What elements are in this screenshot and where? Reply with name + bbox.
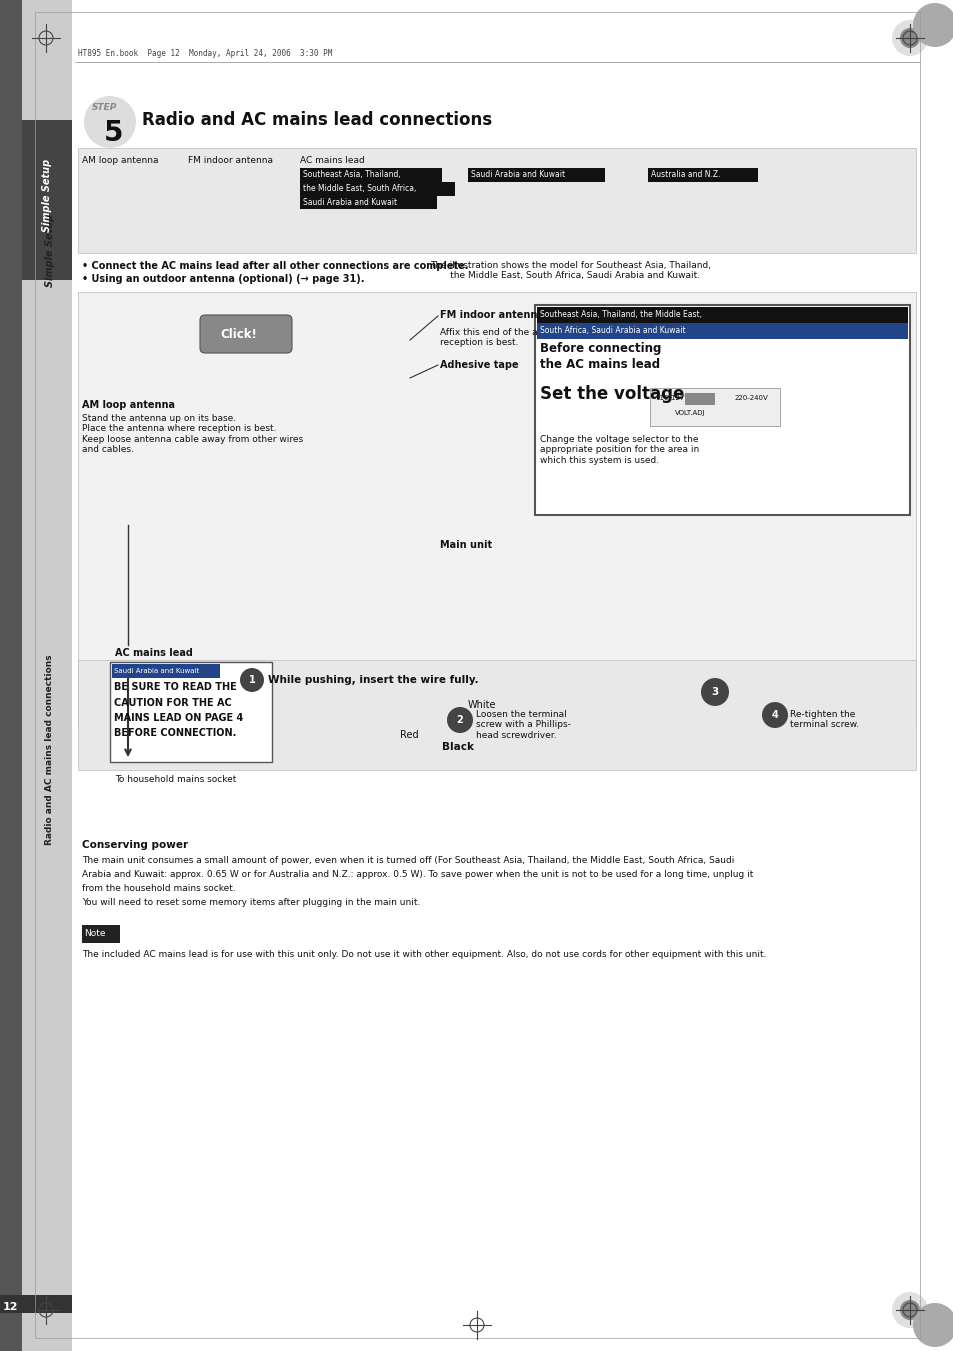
Circle shape — [891, 1292, 927, 1328]
Text: the AC mains lead: the AC mains lead — [539, 358, 659, 372]
Text: Note: Note — [84, 929, 106, 939]
Circle shape — [891, 20, 927, 55]
Text: Arabia and Kuwait: approx. 0.65 W or for Australia and N.Z.: approx. 0.5 W). To : Arabia and Kuwait: approx. 0.65 W or for… — [82, 870, 753, 880]
Bar — [684, 393, 714, 405]
Text: the Middle East, South Africa,: the Middle East, South Africa, — [303, 184, 416, 193]
Text: BE SURE TO READ THE: BE SURE TO READ THE — [113, 682, 236, 692]
Text: You will need to reset some memory items after plugging in the main unit.: You will need to reset some memory items… — [82, 898, 420, 907]
Text: 2: 2 — [456, 715, 463, 725]
Text: Stand the antenna up on its base.
Place the antenna where reception is best.
Kee: Stand the antenna up on its base. Place … — [82, 413, 303, 454]
Bar — [537, 307, 907, 323]
Text: Southeast Asia, Thailand, the Middle East,: Southeast Asia, Thailand, the Middle Eas… — [539, 309, 701, 319]
Circle shape — [84, 96, 136, 149]
Text: 220-240V: 220-240V — [734, 394, 768, 401]
Text: The main unit consumes a small amount of power, even when it is turned off (For : The main unit consumes a small amount of… — [82, 857, 734, 865]
Text: Saudi Arabia and Kuwait: Saudi Arabia and Kuwait — [471, 170, 564, 180]
Bar — [112, 663, 220, 677]
Text: 5: 5 — [104, 119, 123, 147]
Text: HT895 En.book  Page 12  Monday, April 24, 2006  3:30 PM: HT895 En.book Page 12 Monday, April 24, … — [78, 49, 332, 58]
Text: The included AC mains lead is for use with this unit only. Do not use it with ot: The included AC mains lead is for use wi… — [82, 950, 765, 959]
Text: STEP: STEP — [91, 103, 117, 112]
Circle shape — [36, 1300, 56, 1320]
Text: Main unit: Main unit — [439, 540, 492, 550]
Text: Before connecting: Before connecting — [539, 342, 660, 355]
Text: Click!: Click! — [220, 327, 256, 340]
Text: Black: Black — [441, 742, 474, 753]
Text: The illustration shows the model for Southeast Asia, Thailand,
       the Middle: The illustration shows the model for Sou… — [430, 261, 710, 281]
Text: 1: 1 — [249, 676, 255, 685]
Bar — [0, 0, 22, 1351]
Text: Loosen the terminal
screw with a Phillips-
head screwdriver.: Loosen the terminal screw with a Phillip… — [476, 711, 570, 740]
FancyBboxPatch shape — [200, 315, 292, 353]
Text: Radio and AC mains lead connections: Radio and AC mains lead connections — [46, 655, 54, 846]
Circle shape — [28, 20, 64, 55]
Text: 12: 12 — [2, 1302, 18, 1312]
Text: • Connect the AC mains lead after all other connections are complete.: • Connect the AC mains lead after all ot… — [82, 261, 468, 272]
Bar — [78, 149, 915, 253]
Bar — [110, 662, 272, 762]
Bar — [535, 305, 909, 515]
Bar — [78, 292, 915, 727]
Circle shape — [700, 678, 728, 707]
Text: FM indoor antenna: FM indoor antenna — [439, 309, 543, 320]
Text: Affix this end of the antenna where
reception is best.: Affix this end of the antenna where rece… — [439, 328, 599, 347]
Text: Southeast Asia, Thailand,: Southeast Asia, Thailand, — [303, 170, 400, 180]
Text: Saudi Arabia and Kuwait: Saudi Arabia and Kuwait — [113, 667, 199, 674]
Circle shape — [36, 28, 56, 49]
Text: 110-127V: 110-127V — [655, 394, 688, 401]
Text: Change the voltage selector to the
appropriate position for the area in
which th: Change the voltage selector to the appro… — [539, 435, 699, 465]
Text: 3: 3 — [711, 688, 718, 697]
Text: To household mains socket: To household mains socket — [115, 775, 236, 784]
Text: While pushing, insert the wire fully.: While pushing, insert the wire fully. — [268, 676, 478, 685]
Text: South Africa, Saudi Arabia and Kuwait: South Africa, Saudi Arabia and Kuwait — [539, 326, 685, 335]
Text: CAUTION FOR THE AC: CAUTION FOR THE AC — [113, 697, 232, 708]
Text: Adhesive tape: Adhesive tape — [439, 359, 518, 370]
Circle shape — [912, 1302, 953, 1347]
Text: Red: Red — [399, 730, 418, 740]
Circle shape — [240, 667, 264, 692]
Bar — [78, 661, 915, 770]
Text: Saudi Arabia and Kuwait: Saudi Arabia and Kuwait — [303, 199, 396, 207]
Text: Australia and N.Z.: Australia and N.Z. — [650, 170, 720, 180]
Text: MAINS LEAD ON PAGE 4: MAINS LEAD ON PAGE 4 — [113, 713, 243, 723]
Text: AC mains lead: AC mains lead — [115, 648, 193, 658]
Text: Conserving power: Conserving power — [82, 840, 188, 850]
Bar — [468, 168, 604, 181]
Text: AM loop antenna: AM loop antenna — [82, 155, 158, 165]
Text: Radio and AC mains lead connections: Radio and AC mains lead connections — [142, 111, 492, 128]
Text: White: White — [468, 700, 496, 711]
Text: Simple Setup: Simple Setup — [42, 158, 52, 231]
Text: AM loop antenna: AM loop antenna — [82, 400, 174, 409]
Text: BEFORE CONNECTION.: BEFORE CONNECTION. — [113, 728, 236, 739]
Circle shape — [447, 707, 473, 734]
Circle shape — [912, 3, 953, 47]
Text: Simple Setup: Simple Setup — [45, 213, 55, 286]
Bar — [537, 323, 907, 339]
Bar — [299, 168, 441, 181]
Bar — [649, 388, 780, 426]
Text: from the household mains socket.: from the household mains socket. — [82, 884, 235, 893]
Circle shape — [761, 703, 787, 728]
Bar — [22, 120, 71, 280]
Bar — [82, 925, 120, 943]
Text: RQT8807: RQT8807 — [7, 1162, 15, 1197]
Bar — [0, 1296, 71, 1313]
Bar — [299, 182, 455, 196]
Circle shape — [899, 28, 919, 49]
Text: Re-tighten the
terminal screw.: Re-tighten the terminal screw. — [789, 711, 859, 730]
Text: 4: 4 — [771, 711, 778, 720]
Bar — [299, 196, 436, 209]
Circle shape — [28, 1292, 64, 1328]
Bar — [647, 168, 758, 181]
Text: AC mains lead: AC mains lead — [299, 155, 364, 165]
Text: • Using an outdoor antenna (optional) (→ page 31).: • Using an outdoor antenna (optional) (→… — [82, 274, 364, 284]
Text: FM indoor antenna: FM indoor antenna — [188, 155, 273, 165]
Bar — [0, 0, 71, 1351]
Text: VOLT.ADJ: VOLT.ADJ — [674, 409, 704, 416]
Circle shape — [899, 1300, 919, 1320]
Text: Set the voltage.: Set the voltage. — [539, 385, 690, 403]
